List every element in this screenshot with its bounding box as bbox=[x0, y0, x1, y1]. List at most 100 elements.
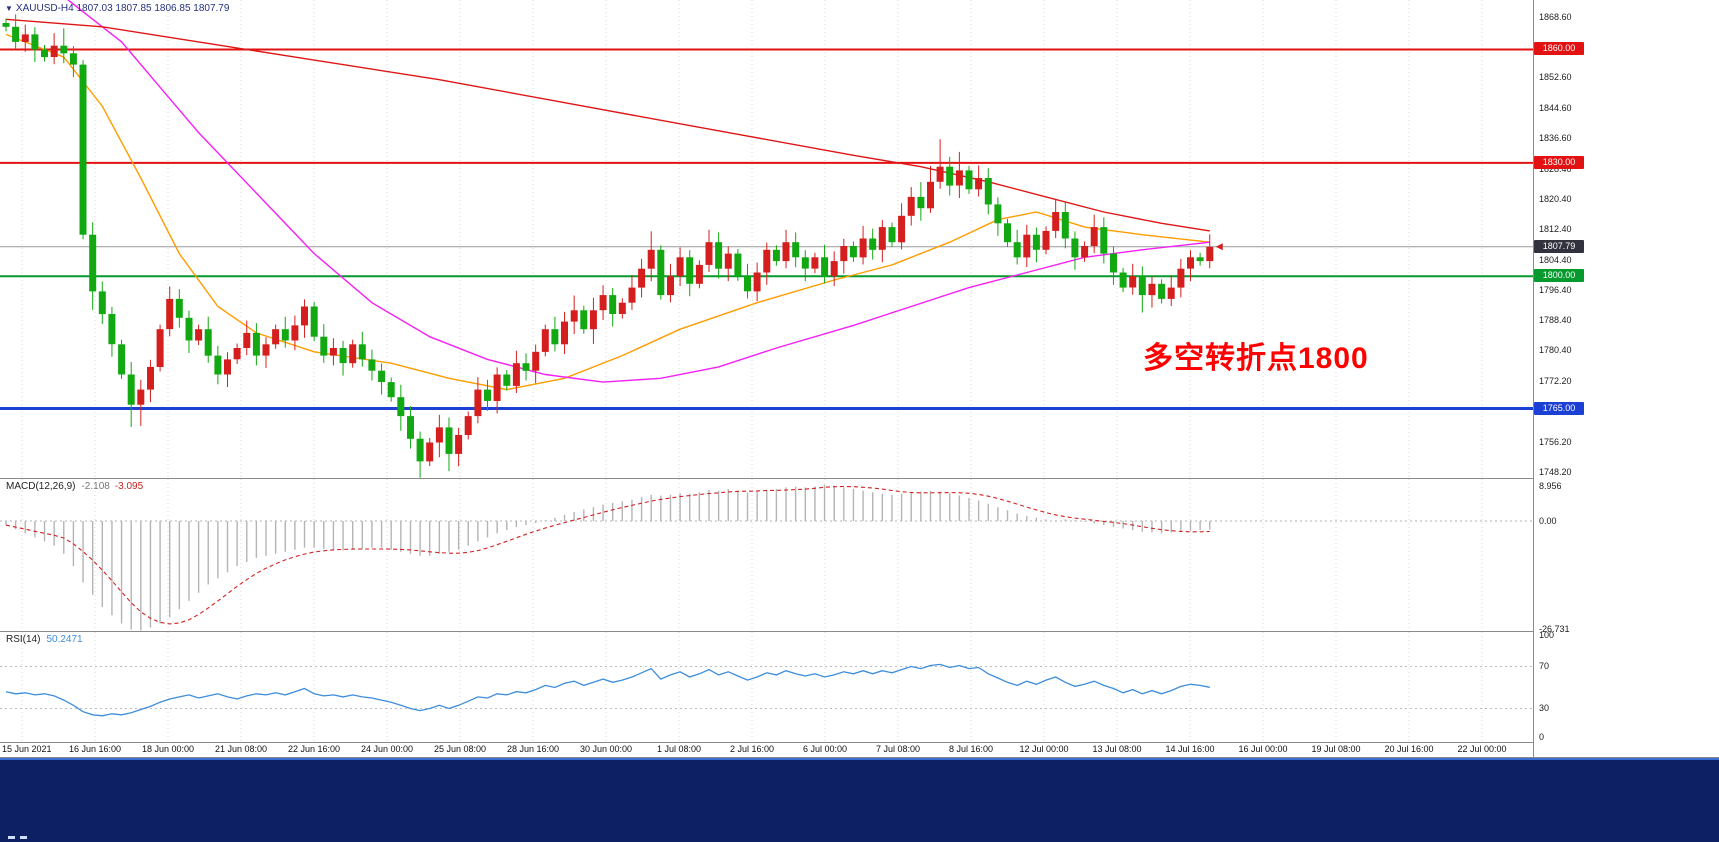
candle-body bbox=[12, 26, 20, 42]
price-level-badge[interactable]: 1800.00 bbox=[1534, 269, 1584, 282]
candle-body bbox=[358, 344, 366, 360]
rsi-label: RSI(14) 50.2471 bbox=[6, 634, 83, 645]
candle-body bbox=[830, 261, 838, 277]
candle-body bbox=[647, 249, 655, 269]
candle-body bbox=[936, 166, 944, 182]
candle-body bbox=[859, 238, 867, 258]
time-label: 22 Jun 16:00 bbox=[287, 744, 341, 754]
time-label: 2 Jul 16:00 bbox=[729, 744, 775, 754]
candle-body bbox=[156, 329, 164, 367]
chart-annotation: 多空转折点1800 bbox=[1143, 342, 1369, 375]
candle-body bbox=[984, 178, 992, 205]
time-axis[interactable]: 15 Jun 2021 16 Jun 16:00 18 Jun 00:00 21 Ju… bbox=[0, 743, 1533, 757]
candle-body bbox=[1119, 272, 1127, 288]
candle-body bbox=[686, 257, 694, 284]
candle-body bbox=[1129, 276, 1137, 288]
candle-body bbox=[291, 325, 299, 341]
candle-body bbox=[1206, 246, 1214, 262]
candlestick-chart[interactable] bbox=[0, 0, 1533, 478]
candle-body bbox=[763, 249, 771, 273]
panel-separator bbox=[0, 757, 1719, 758]
price-axis[interactable]: 1868.601860.601852.601844.601836.601828.… bbox=[1534, 0, 1719, 757]
candle-body bbox=[378, 370, 386, 382]
candle-body bbox=[98, 291, 106, 315]
price-level-badge[interactable]: 1860.00 bbox=[1534, 42, 1584, 55]
time-label: 6 Jul 00:00 bbox=[802, 744, 848, 754]
candle-body bbox=[1071, 238, 1079, 258]
candle-body bbox=[946, 166, 954, 186]
time-label: 7 Jul 08:00 bbox=[875, 744, 921, 754]
price-tick: 1788.40 bbox=[1539, 315, 1572, 325]
candle-body bbox=[175, 298, 183, 318]
candle-body bbox=[570, 310, 578, 322]
price-level-badge[interactable]: 1830.00 bbox=[1534, 156, 1584, 169]
ohlc-values: 1807.03 1807.85 1806.85 1807.79 bbox=[76, 3, 230, 14]
time-label: 28 Jun 16:00 bbox=[506, 744, 560, 754]
candle-body bbox=[185, 317, 193, 341]
macd-axis-tick: 8.956 bbox=[1539, 481, 1562, 491]
time-label: 30 Jun 00:00 bbox=[579, 744, 633, 754]
time-label: 1 Jul 08:00 bbox=[656, 744, 702, 754]
candle-body bbox=[801, 257, 809, 269]
candle-body bbox=[715, 242, 723, 269]
candle-body bbox=[638, 268, 646, 288]
candle-body bbox=[811, 257, 819, 269]
symbol-ohlc-row: ▼ XAUUSD-H4 1807.03 1807.85 1806.85 1807.… bbox=[5, 3, 229, 14]
candle-body bbox=[1032, 234, 1040, 250]
candle-body bbox=[849, 246, 857, 258]
candle-body bbox=[320, 336, 328, 356]
candle-body bbox=[310, 306, 318, 337]
rsi-panel[interactable]: RSI(14) 50.2471 bbox=[0, 632, 1533, 742]
time-label: 20 Jul 16:00 bbox=[1384, 744, 1434, 754]
macd-signal-value: -3.095 bbox=[114, 481, 144, 492]
rsi-axis-tick: 0 bbox=[1539, 732, 1545, 742]
candle-body bbox=[1196, 257, 1204, 262]
rsi-axis-tick: 100 bbox=[1539, 630, 1555, 640]
price-tick: 1844.60 bbox=[1539, 103, 1572, 113]
candle-body bbox=[821, 257, 829, 277]
price-chart-panel[interactable]: ▼ XAUUSD-H4 1807.03 1807.85 1806.85 1807.… bbox=[0, 0, 1533, 478]
candle-body bbox=[1167, 287, 1175, 299]
candle-body bbox=[869, 238, 877, 250]
price-level-badge[interactable]: 1765.00 bbox=[1534, 402, 1584, 415]
candle-body bbox=[455, 435, 463, 454]
time-label: 13 Jul 08:00 bbox=[1092, 744, 1142, 754]
candle-body bbox=[1023, 234, 1031, 258]
candle-body bbox=[407, 416, 414, 439]
candle-body bbox=[1110, 253, 1117, 273]
candle-body bbox=[89, 234, 97, 292]
time-label: 14 Jul 16:00 bbox=[1165, 744, 1215, 754]
candle-body bbox=[2, 23, 10, 27]
candle-body bbox=[41, 49, 48, 58]
panel-separator[interactable] bbox=[0, 478, 1719, 479]
candle-body bbox=[917, 196, 925, 209]
candle-body bbox=[1100, 227, 1108, 254]
time-label: 12 Jul 00:00 bbox=[1019, 744, 1069, 754]
candle-body bbox=[512, 363, 520, 386]
time-label: 16 Jul 00:00 bbox=[1238, 744, 1288, 754]
candle-body bbox=[252, 332, 260, 356]
candle-body bbox=[1061, 212, 1069, 239]
symbol-title: XAUUSD-H4 bbox=[15, 3, 74, 14]
time-label: 18 Jun 00:00 bbox=[141, 744, 195, 754]
candle-body bbox=[667, 276, 674, 296]
macd-chart[interactable] bbox=[0, 479, 1533, 631]
candle-body bbox=[695, 264, 703, 284]
candle-body bbox=[166, 298, 174, 330]
panel-separator[interactable] bbox=[0, 631, 1719, 632]
candle-body bbox=[724, 253, 732, 269]
panel-separator bbox=[0, 742, 1719, 743]
macd-panel[interactable]: MACD(12,26,9) -2.108 -3.095 bbox=[0, 479, 1533, 631]
bottom-panel[interactable] bbox=[0, 758, 1719, 842]
candle-body bbox=[1052, 212, 1060, 231]
candle-body bbox=[628, 287, 636, 303]
candle-body bbox=[1004, 223, 1011, 243]
candle-body bbox=[1138, 276, 1146, 296]
candle-body bbox=[493, 374, 501, 401]
price-tick: 1756.20 bbox=[1539, 437, 1572, 447]
candle-body bbox=[339, 348, 347, 364]
candle-body bbox=[734, 253, 742, 277]
candle-body bbox=[329, 348, 337, 356]
rsi-chart[interactable] bbox=[0, 632, 1533, 742]
time-label: 22 Jul 00:00 bbox=[1457, 744, 1507, 754]
